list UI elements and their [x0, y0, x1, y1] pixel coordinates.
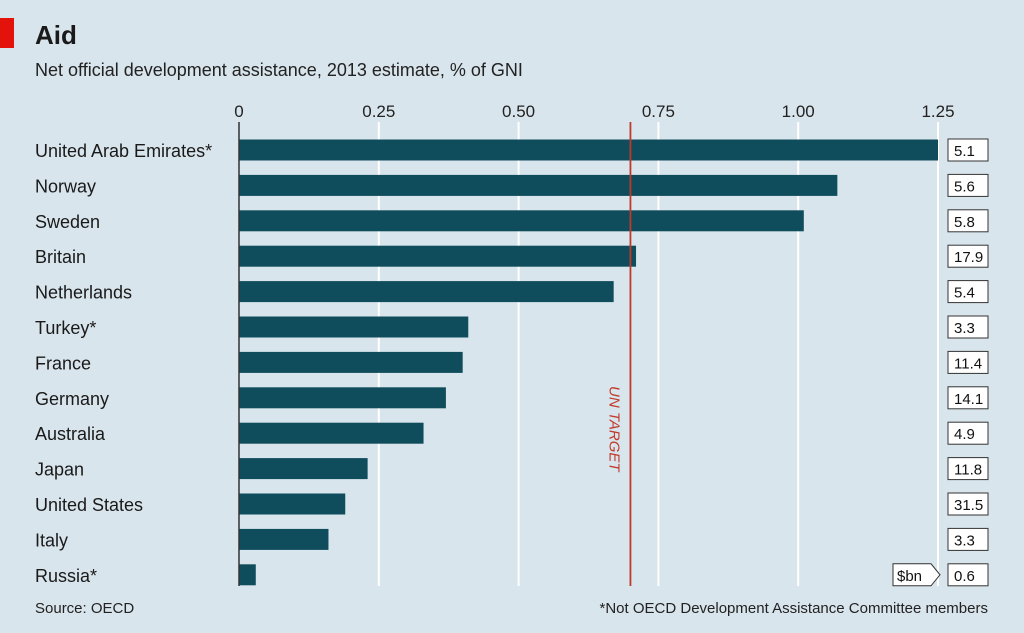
bar [239, 387, 446, 409]
bar [239, 422, 424, 444]
value-box [947, 527, 989, 551]
tick-label: 1.25 [921, 102, 954, 121]
category-label: Netherlands [35, 283, 132, 303]
bar [239, 245, 637, 267]
secondary-value-label: 0.6 [954, 568, 975, 585]
category-label: France [35, 353, 91, 373]
secondary-value-label: 11.4 [954, 355, 982, 372]
secondary-value-label: 5.6 [954, 178, 975, 195]
secondary-value-label: 4.9 [954, 426, 975, 443]
tick-label: 0 [234, 102, 243, 121]
secondary-units-pointer [892, 563, 941, 587]
category-label: Britain [35, 247, 86, 267]
chart-subtitle: Net official development assistance, 201… [35, 60, 523, 80]
footnote: *Not OECD Development Assistance Committ… [599, 600, 988, 617]
value-box [947, 173, 989, 197]
value-box [947, 492, 989, 516]
category-label: Turkey* [35, 318, 96, 338]
source-note: Source: OECD [35, 600, 135, 617]
secondary-value-label: 5.1 [954, 143, 975, 160]
reference-line-label: UN TARGET [605, 386, 622, 473]
brand-accent-bar [0, 18, 14, 48]
category-label: Japan [35, 460, 84, 480]
secondary-value-label: 14.1 [954, 391, 983, 408]
category-label: United Arab Emirates* [35, 141, 212, 161]
category-label: United States [35, 495, 143, 515]
value-box [947, 209, 989, 233]
category-label: Australia [35, 424, 106, 444]
bar [239, 351, 463, 373]
category-label: Russia* [35, 566, 97, 586]
value-box [947, 350, 989, 374]
bar [239, 316, 469, 338]
tick-label: 1.00 [782, 102, 815, 121]
secondary-value-label: 11.8 [954, 462, 982, 479]
value-box [947, 386, 989, 410]
secondary-units-label: $bn [897, 568, 922, 585]
bar [239, 458, 368, 480]
chart-title: Aid [35, 20, 77, 50]
secondary-value-label: 3.3 [954, 320, 975, 337]
secondary-value-label: 3.3 [954, 532, 975, 549]
bar [239, 139, 938, 161]
value-box [947, 421, 989, 445]
value-box [947, 563, 989, 587]
bar [239, 174, 838, 196]
bar [239, 528, 329, 550]
tick-label: 0.75 [642, 102, 675, 121]
tick-label: 0.25 [362, 102, 395, 121]
secondary-value-label: 17.9 [954, 249, 983, 266]
secondary-value-label: 5.8 [954, 214, 975, 231]
category-label: Norway [35, 176, 96, 196]
category-label: Italy [35, 530, 68, 550]
bar [239, 493, 346, 515]
bar [239, 281, 614, 303]
category-label: Sweden [35, 212, 100, 232]
category-label: Germany [35, 389, 109, 409]
value-box [947, 457, 989, 481]
value-box [947, 244, 989, 268]
bar [239, 564, 256, 586]
secondary-value-label: 5.4 [954, 285, 975, 302]
secondary-value-label: 31.5 [954, 497, 983, 514]
value-box [947, 315, 989, 339]
value-box [947, 138, 989, 162]
tick-label: 0.50 [502, 102, 535, 121]
value-box [947, 280, 989, 304]
bar [239, 210, 804, 232]
